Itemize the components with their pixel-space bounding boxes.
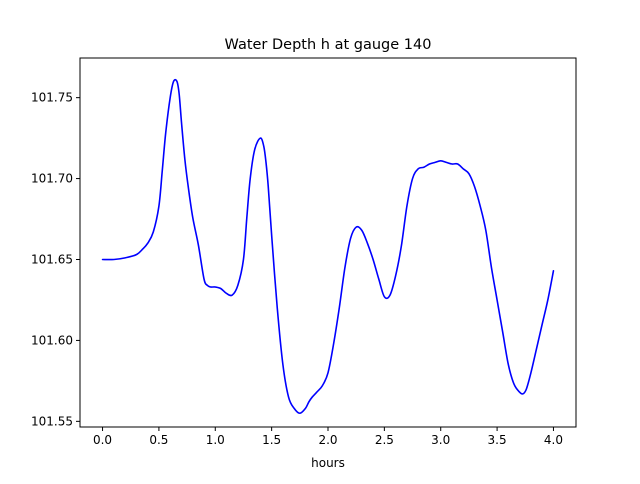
series-line [101,78,555,415]
x-tick-label: 3.0 [431,433,450,447]
y-tick-label: 101.65 [31,252,73,266]
y-tick-label: 101.60 [31,333,73,347]
x-tick-label: 4.0 [544,433,563,447]
y-tick-label: 101.55 [31,414,73,428]
x-tick-label: 0.5 [149,433,168,447]
x-tick-label: 2.5 [375,433,394,447]
x-axis-label: hours [311,456,345,470]
x-tick-label: 3.5 [488,433,507,447]
chart-title: Water Depth h at gauge 140 [225,37,432,53]
y-tick-label: 101.70 [31,172,73,186]
series-layer [101,78,555,415]
y-axis: 101.55 101.60 101.65 101.70 101.75 [31,91,80,428]
x-tick-label: 1.5 [262,433,281,447]
x-axis: 0.0 0.5 1.0 1.5 2.0 2.5 3.0 3.5 4.0 [93,427,563,447]
x-tick-label: 2.0 [318,433,337,447]
x-tick-label: 1.0 [206,433,225,447]
y-tick-label: 101.75 [31,91,73,105]
x-tick-label: 0.0 [93,433,112,447]
